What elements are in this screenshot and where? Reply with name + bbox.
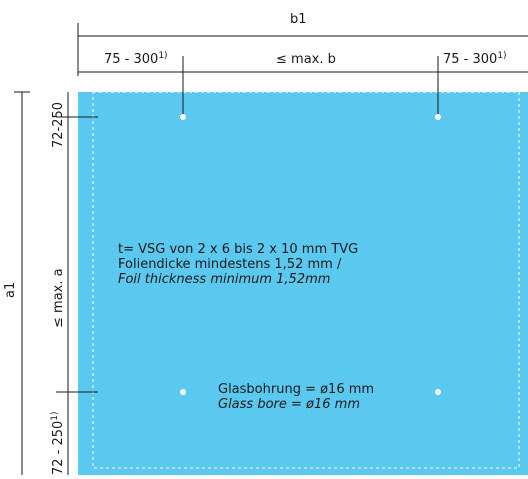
bore-top-left bbox=[180, 114, 186, 120]
bore-bottom-right bbox=[435, 389, 441, 395]
dim-b1: b1 bbox=[290, 12, 307, 27]
thickness-line-2: Foliendicke mindestens 1,52 mm / bbox=[118, 257, 342, 272]
glass-bores bbox=[180, 114, 441, 395]
bore-line-2: Glass bore = ø16 mm bbox=[218, 397, 360, 412]
dashed-panel-outline bbox=[92, 91, 520, 469]
bore-line-1: Glasbohrung = ø16 mm bbox=[218, 382, 375, 397]
dim-top-left-margin: 75 - 3001) bbox=[104, 51, 168, 68]
glass-panel bbox=[78, 92, 528, 475]
thickness-line-1: t= VSG von 2 x 6 bis 2 x 10 mm TVG bbox=[118, 242, 359, 257]
thickness-note: t= VSG von 2 x 6 bis 2 x 10 mm TVG Folie… bbox=[118, 242, 358, 287]
dim-left-top-margin: 72-250 bbox=[51, 101, 66, 148]
dim-a1: a1 bbox=[3, 281, 18, 298]
bore-bottom-left bbox=[180, 389, 186, 395]
bore-top-right bbox=[435, 114, 441, 120]
thickness-line-3: Foil thickness minimum 1,52mm bbox=[118, 272, 331, 287]
dim-left-bottom-margin: 72 - 2501) bbox=[50, 411, 66, 475]
dim-top-right-margin: 75 - 3001) bbox=[443, 51, 507, 68]
dim-left-middle: ≤ max. a bbox=[51, 268, 66, 328]
top-dimension-lines bbox=[77, 23, 528, 118]
left-dimension-lines bbox=[14, 91, 98, 475]
bore-note: Glasbohrung = ø16 mm Glass bore = ø16 mm bbox=[218, 382, 374, 412]
dim-top-middle: ≤ max. b bbox=[276, 52, 336, 67]
